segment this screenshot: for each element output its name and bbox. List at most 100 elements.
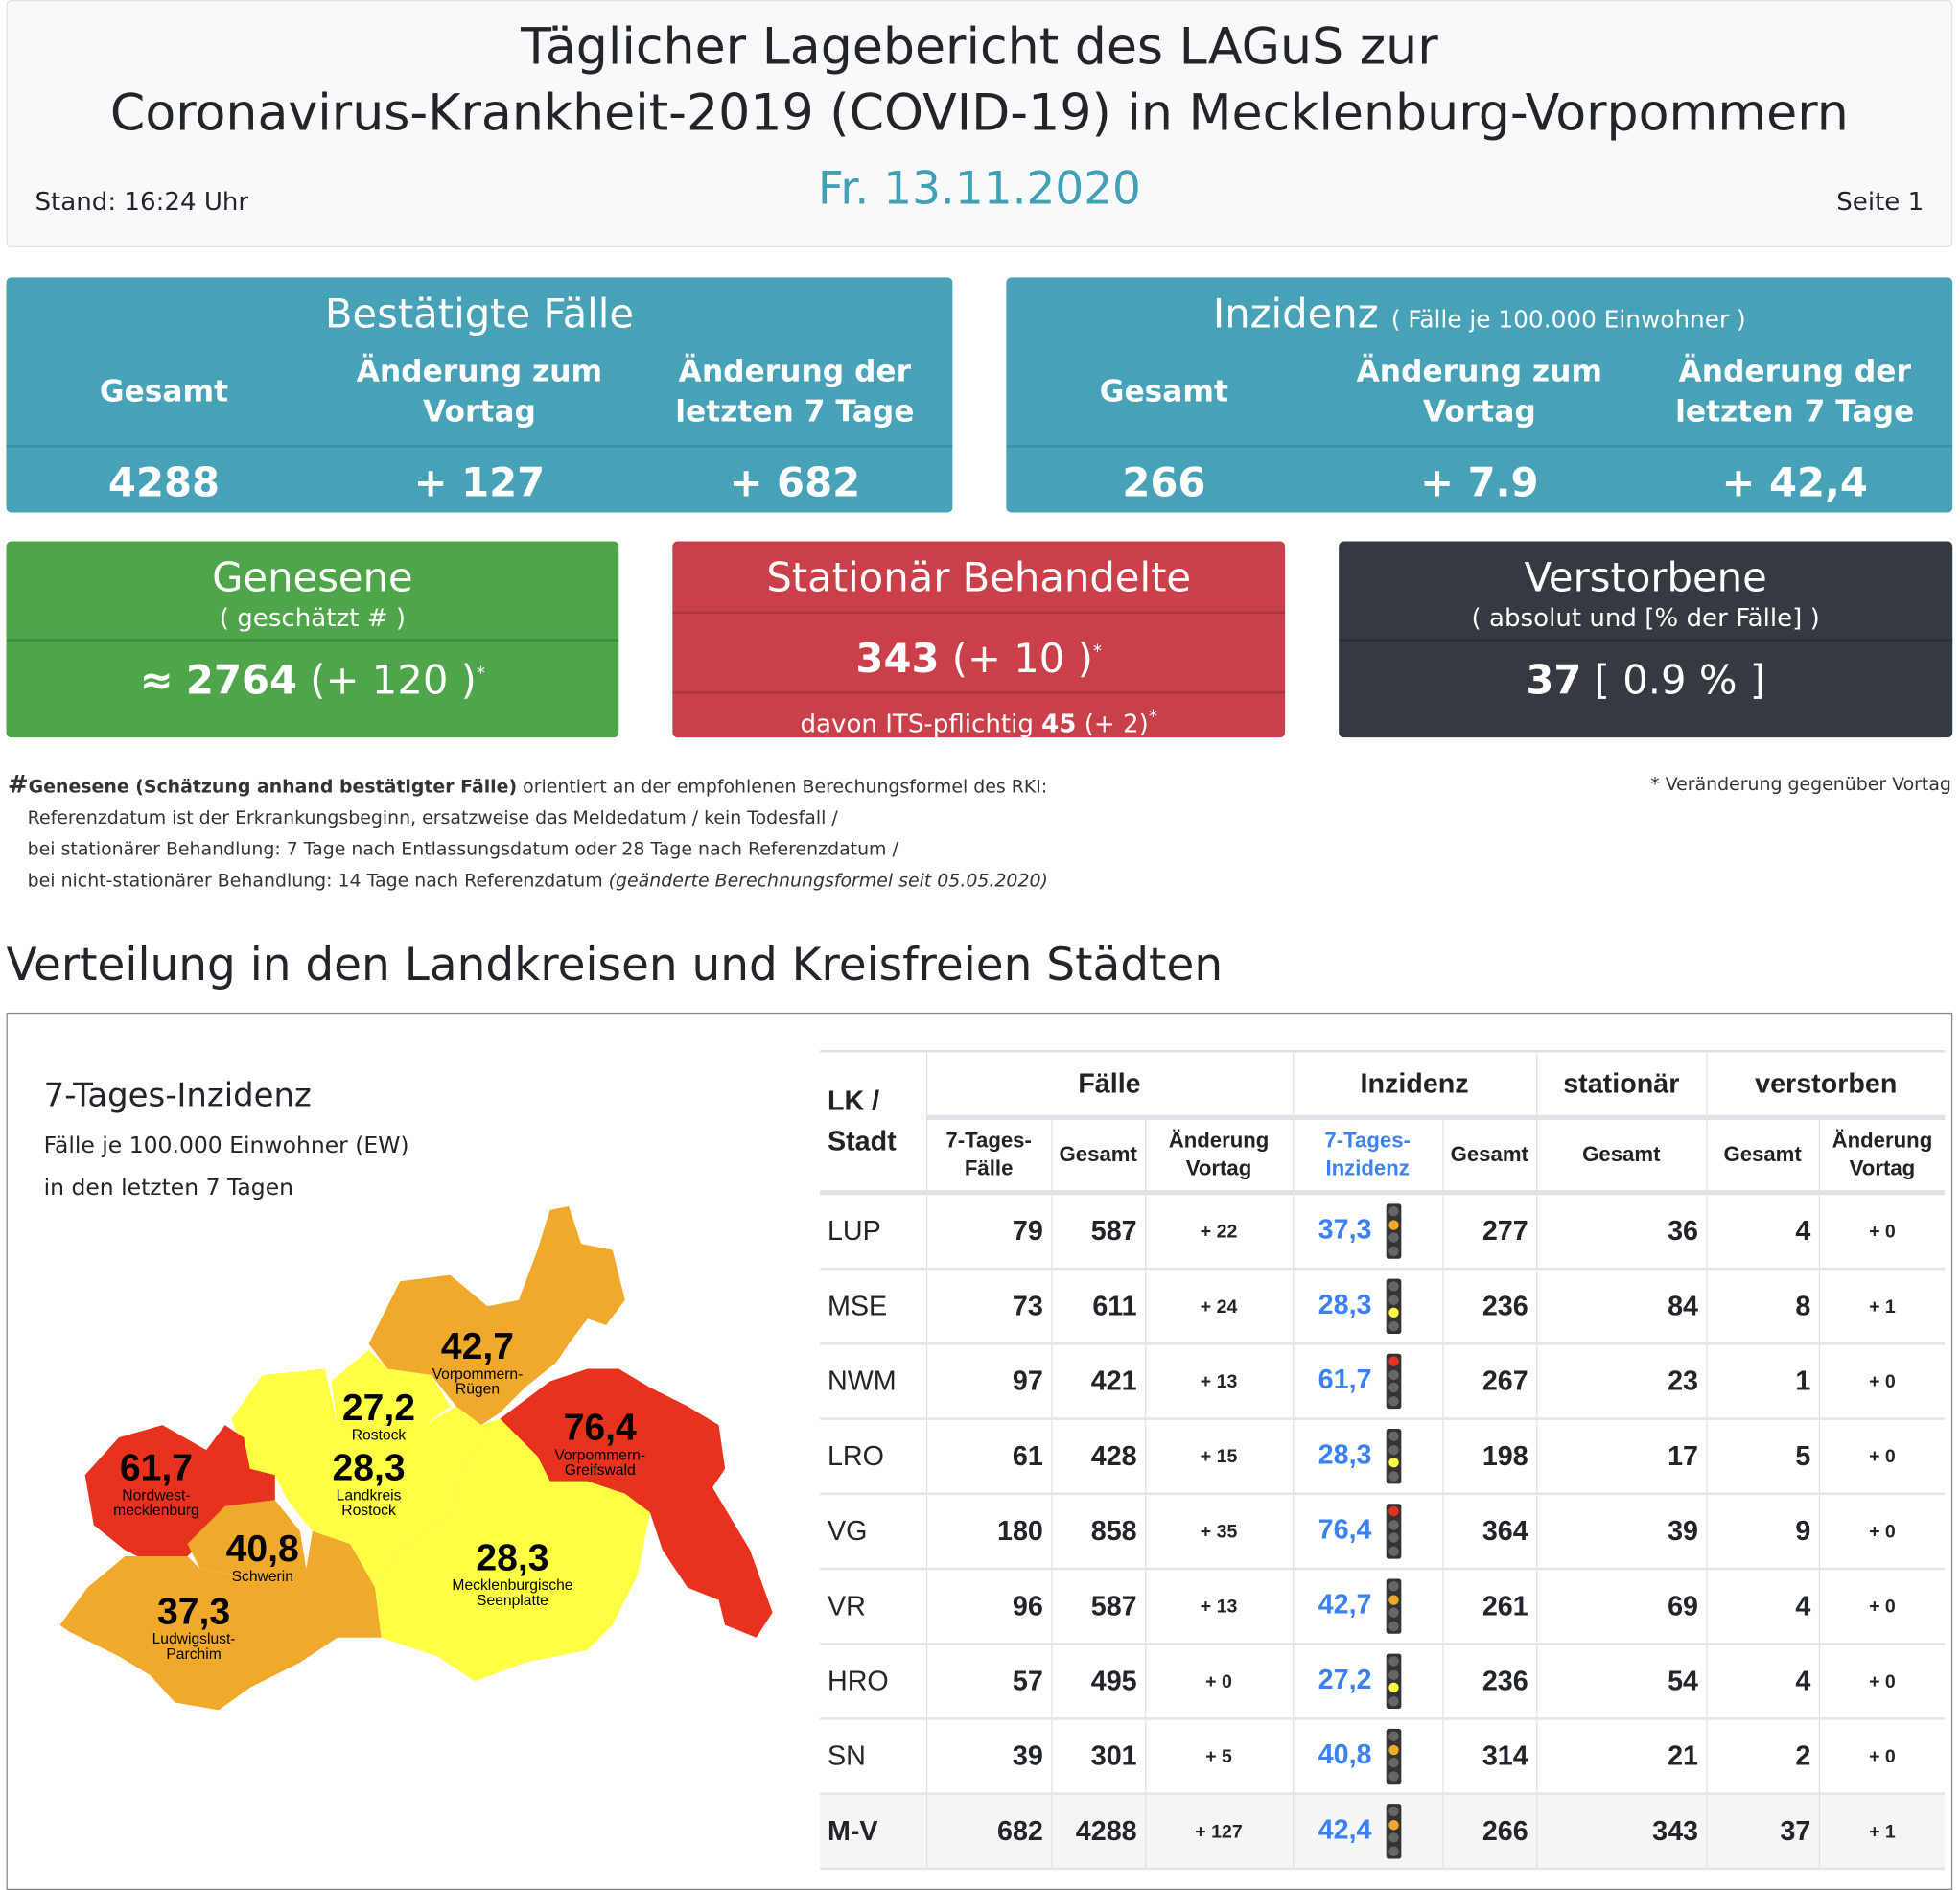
cases-total: 858	[1051, 1493, 1146, 1571]
district-value: LUP	[827, 1215, 881, 1247]
cases-7d-value: 57	[1012, 1665, 1043, 1696]
region-vr[interactable]	[368, 1205, 625, 1426]
cases-total-value: 587	[1090, 1215, 1137, 1247]
deaths-total-value: 9	[1795, 1514, 1811, 1547]
region-mse[interactable]	[375, 1418, 650, 1682]
incidence-total-value: 364	[1482, 1514, 1528, 1547]
incidence-total: 364	[1442, 1493, 1537, 1571]
hospital-value: 343	[855, 634, 940, 683]
page-number: Seite 1	[1836, 186, 1925, 217]
hospital-total-value: 343	[1652, 1814, 1698, 1847]
subcol-header: Gesamt	[1442, 1117, 1537, 1196]
traffic-light-icon	[1387, 1353, 1402, 1410]
title-line-2: Coronavirus-Krankheit-2019 (COVID-19) in…	[109, 84, 1849, 143]
note-bold: Genesene (Schätzung anhand bestätigter F…	[28, 777, 518, 798]
cases-7d-value: 39	[1012, 1739, 1043, 1772]
note-line: Referenzdatum ist der Erkrankungsbeginn,…	[27, 808, 838, 829]
cases-total-value: 858	[1090, 1514, 1137, 1547]
cases-total: 301	[1051, 1718, 1146, 1795]
cases-7d: 180	[925, 1493, 1052, 1571]
incidence-total-value: 198	[1482, 1439, 1528, 1472]
cases-total-value: 587	[1090, 1590, 1137, 1622]
district-value: MSE	[827, 1290, 888, 1321]
cases-change: + 0	[1145, 1644, 1294, 1720]
table-row: SN 39 301 + 5 40,8 314 21 2 + 0	[820, 1718, 1946, 1795]
cases-change: + 13	[1145, 1569, 1294, 1645]
incidence-7d-value: 42,7	[1318, 1588, 1372, 1621]
incidence-7d: 42,7	[1292, 1569, 1444, 1645]
region-sn[interactable]	[187, 1500, 307, 1582]
map-label: 37,3 Ludwigslust-Parchim	[144, 1593, 244, 1663]
cases-change: + 24	[1145, 1269, 1294, 1345]
region-name: Ludwigslust-Parchim	[152, 1629, 236, 1663]
cases-total: 611	[1051, 1269, 1146, 1345]
incidence-total-value: 236	[1482, 1290, 1528, 1321]
district: LRO	[820, 1418, 927, 1496]
deaths-percent: [ 0.9 % ]	[1594, 656, 1765, 704]
region-incidence: 42,7	[440, 1326, 515, 1368]
cases-total-value: 428	[1090, 1439, 1137, 1472]
district-value: SN	[827, 1739, 866, 1772]
col-total: Gesamt	[99, 373, 229, 409]
note-line: bei nicht-stationärer Behandlung: 14 Tag…	[27, 871, 609, 892]
region-incidence: 28,3	[476, 1537, 549, 1579]
hospital-total: 69	[1536, 1569, 1708, 1645]
region-lup[interactable]	[59, 1530, 382, 1711]
subcol-header: Gesamt	[1706, 1117, 1820, 1196]
district: NWM	[820, 1343, 927, 1420]
deaths-total: 1	[1706, 1343, 1820, 1420]
deaths-change-value: + 0	[1869, 1220, 1896, 1243]
deaths-change-value: + 0	[1869, 1445, 1896, 1467]
hospital-total-value: 23	[1668, 1365, 1698, 1397]
traffic-light-icon	[1387, 1804, 1402, 1859]
map-subtitle: in den letzten 7 Tagen	[43, 1175, 293, 1202]
deaths-total: 4	[1706, 1644, 1820, 1720]
cases-total: 421	[1051, 1343, 1146, 1420]
deaths-change: + 1	[1818, 1269, 1946, 1345]
subcol-header: Gesamt	[1051, 1117, 1146, 1196]
footnote-star: *	[1148, 707, 1157, 728]
cases-change-value: + 5	[1205, 1745, 1232, 1767]
deaths-change: + 0	[1818, 1493, 1946, 1571]
deaths-change: + 1	[1818, 1793, 1946, 1871]
deaths-change: + 0	[1818, 1569, 1946, 1645]
region-incidence: 40,8	[225, 1528, 299, 1571]
region-name: Mecklenburgische Seenplatte	[452, 1575, 573, 1609]
footnote-star: *	[476, 664, 486, 685]
deaths-total-value: 4	[1795, 1665, 1811, 1696]
region-vg[interactable]	[500, 1368, 773, 1638]
incidence-7d: 37,3	[1292, 1192, 1444, 1271]
value-change-day: + 127	[413, 457, 546, 506]
incidence-total-value: 277	[1482, 1215, 1528, 1247]
incidence-map	[59, 1205, 773, 1711]
region-lro[interactable]	[231, 1368, 501, 1588]
cases-7d: 97	[925, 1343, 1052, 1420]
cases-change-value: + 15	[1200, 1445, 1238, 1467]
hospitalized-card: Stationär Behandelte 343 (+ 10 )* davon …	[672, 541, 1286, 738]
deaths-change-value: + 0	[1869, 1670, 1896, 1692]
district-value: VR	[827, 1590, 866, 1622]
col-total: Gesamt	[1099, 373, 1228, 409]
cases-total-value: 4288	[1075, 1814, 1137, 1847]
deaths-change: + 0	[1818, 1718, 1946, 1795]
deaths-change-value: + 0	[1869, 1370, 1896, 1392]
incidence-total-value: 261	[1482, 1590, 1528, 1622]
cases-total-value: 421	[1090, 1365, 1137, 1397]
cases-change: + 127	[1145, 1793, 1294, 1871]
hospital-total-value: 21	[1668, 1739, 1698, 1772]
deaths-value: 37	[1526, 656, 1582, 704]
cases-7d-value: 79	[1012, 1215, 1043, 1247]
region-hro[interactable]	[331, 1349, 451, 1438]
deaths-change-value: + 0	[1869, 1745, 1896, 1767]
table-row: MSE 73 611 + 24 28,3 236 84 8 + 1	[820, 1269, 1946, 1345]
subcol-header: Änderung Vortag	[1145, 1117, 1294, 1196]
cases-change-value: + 24	[1200, 1295, 1238, 1318]
region-nwm[interactable]	[84, 1425, 275, 1563]
group-hospital: stationär	[1536, 1050, 1708, 1121]
footnote-star: *	[1092, 642, 1103, 663]
deaths-change-value: + 0	[1869, 1520, 1896, 1542]
district: SN	[820, 1718, 927, 1795]
note-line: bei stationärer Behandlung: 7 Tage nach …	[27, 840, 898, 860]
cases-7d-value: 96	[1012, 1590, 1043, 1622]
map-label: 27,2 Rostock	[329, 1389, 429, 1442]
